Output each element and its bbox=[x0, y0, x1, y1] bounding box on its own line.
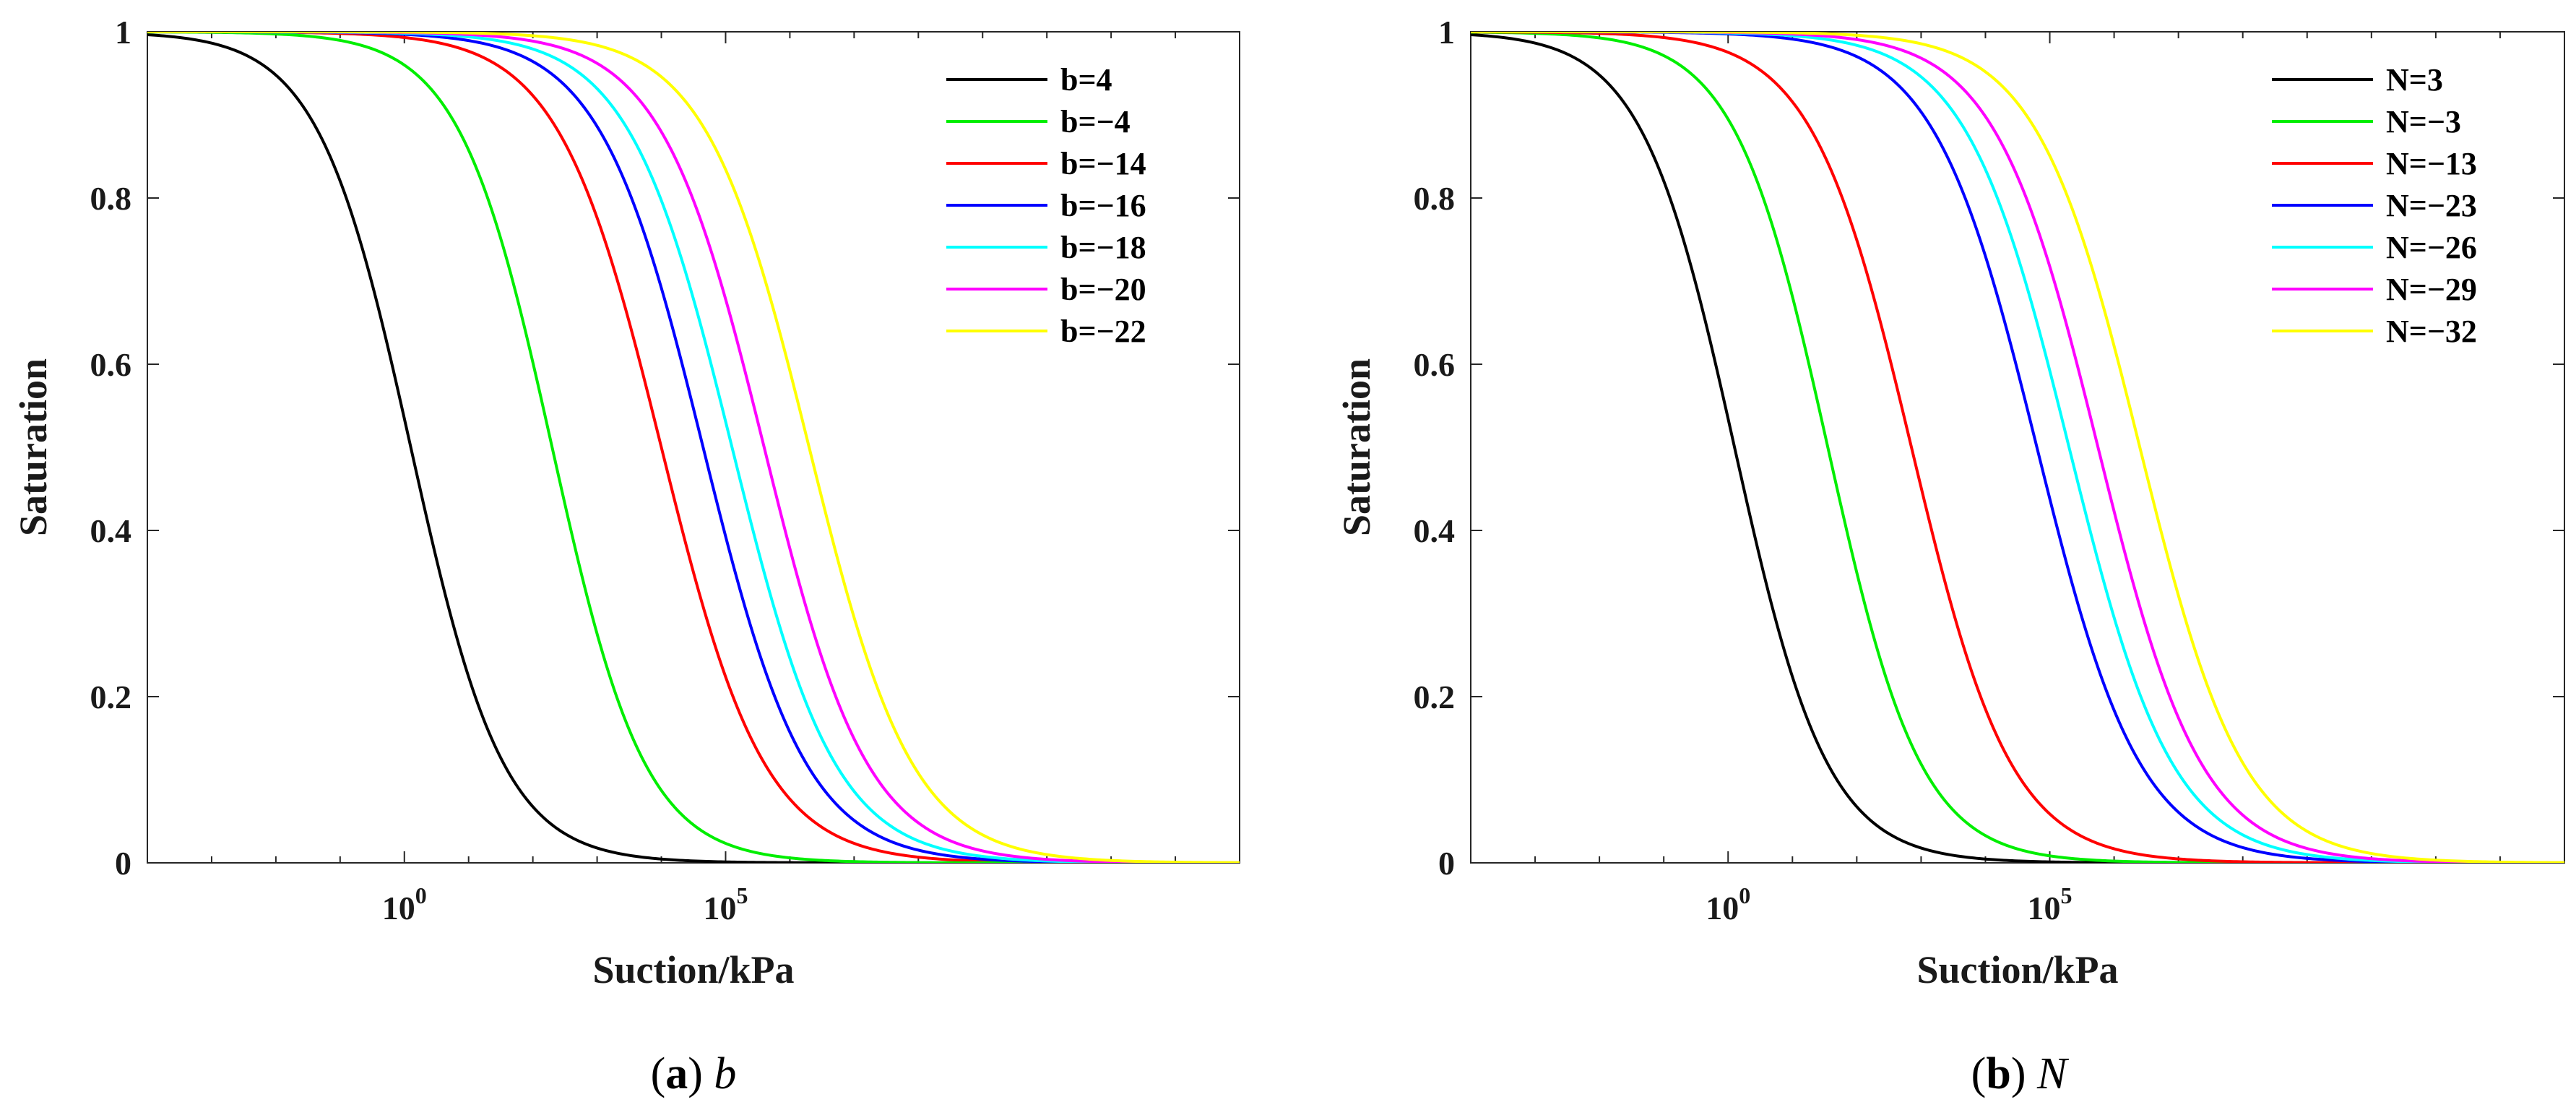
chart-panel-a: 100 105 0 0.2 0.4 0.6 0.8 1 Suction/kPa Saturatio… bbox=[12, 14, 1240, 1098]
series-line-N-3 bbox=[1471, 33, 2564, 863]
y-tick-label: 1 bbox=[1438, 14, 1455, 51]
y-tick-label: 1 bbox=[115, 14, 131, 51]
y-tick-label: 0.2 bbox=[1414, 679, 1456, 715]
legend-label: b=4 bbox=[1060, 62, 1112, 98]
series-line-b-4 bbox=[147, 33, 1240, 863]
x-tick-label: 105 bbox=[703, 882, 748, 926]
legend-label: N=−29 bbox=[2386, 272, 2477, 307]
series-group bbox=[1471, 32, 2564, 863]
y-tick-label: 0.4 bbox=[1414, 512, 1456, 549]
y-axis-title: Saturation bbox=[12, 358, 55, 536]
series-line-b-22 bbox=[147, 32, 1240, 863]
legend: N=3 N=−3 N=−13 N=−23 N=−26 N=−29 N=−32 bbox=[2272, 62, 2477, 349]
legend-label: N=−23 bbox=[2386, 188, 2477, 223]
series-line-N-32 bbox=[1471, 32, 2564, 863]
y-tick-label: 0.8 bbox=[1414, 180, 1456, 217]
y-tick-label: 0 bbox=[115, 845, 131, 882]
x-axis-title: Suction/kPa bbox=[1916, 948, 2118, 991]
legend-label: N=−13 bbox=[2386, 146, 2477, 181]
legend-label: b=−14 bbox=[1060, 146, 1146, 181]
legend-label: b=−20 bbox=[1060, 272, 1146, 307]
y-tick-label: 0.2 bbox=[90, 679, 132, 715]
legend-label: b=−16 bbox=[1060, 188, 1146, 223]
legend-label: b=−22 bbox=[1060, 314, 1146, 349]
x-tick-label: 100 bbox=[1706, 882, 1750, 926]
legend-label: b=−18 bbox=[1060, 230, 1146, 265]
legend-label: N=3 bbox=[2386, 62, 2443, 98]
legend-label: N=−3 bbox=[2386, 104, 2461, 139]
series-group bbox=[147, 32, 1240, 863]
legend: b=4 b=−4 b=−14 b=−16 b=−18 b=−20 b=−22 bbox=[946, 62, 1146, 349]
y-tick-label: 0.4 bbox=[90, 512, 132, 549]
y-tick-label: 0.6 bbox=[90, 346, 132, 383]
chart-panel-b: 100 105 0 0.2 0.4 0.6 0.8 1 Suction/kPa Saturatio… bbox=[1335, 14, 2565, 1098]
panel-caption: (b) N bbox=[1971, 1049, 2070, 1098]
legend-label: N=−26 bbox=[2386, 230, 2477, 265]
legend-label: N=−32 bbox=[2386, 314, 2477, 349]
y-axis-title: Saturation bbox=[1335, 358, 1378, 536]
plot-frame bbox=[1470, 31, 2565, 864]
x-axis-title: Suction/kPa bbox=[592, 948, 794, 991]
panel-caption: (a) b bbox=[651, 1049, 737, 1098]
x-tick-label: 100 bbox=[382, 882, 427, 926]
x-tick-label: 105 bbox=[2028, 882, 2073, 926]
y-tick-label: 0.6 bbox=[1414, 346, 1456, 383]
legend-label: b=−4 bbox=[1060, 104, 1131, 139]
plot-frame bbox=[147, 31, 1240, 864]
y-tick-label: 0 bbox=[1438, 845, 1455, 882]
y-tick-label: 0.8 bbox=[90, 180, 132, 217]
